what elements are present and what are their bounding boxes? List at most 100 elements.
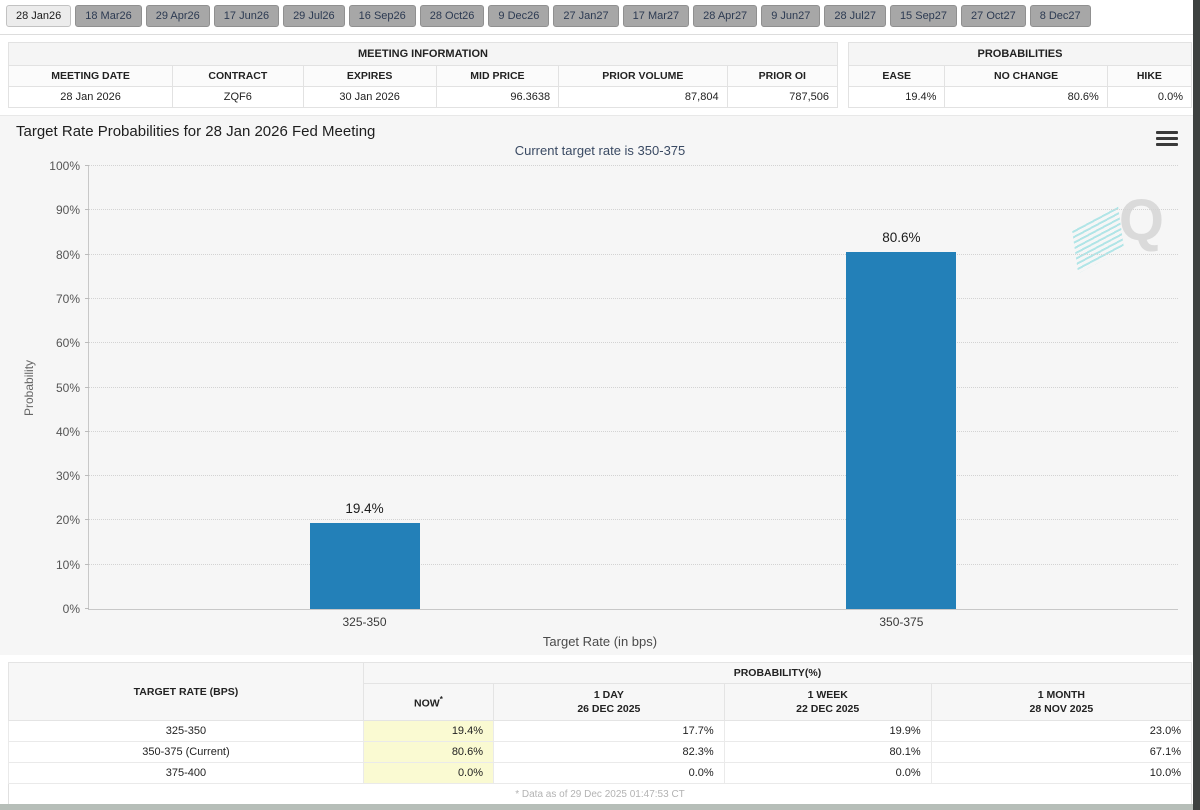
- y-tick-mark: [85, 519, 89, 521]
- meeting-info-value-cell: 87,804: [558, 86, 728, 108]
- watermark-q: Q: [1118, 188, 1164, 253]
- y-tick-mark: [85, 253, 89, 255]
- meeting-info-header-cell: PRIOR VOLUME: [558, 65, 728, 87]
- one-week-probability-cell: 19.9%: [723, 720, 932, 743]
- gridline: [89, 165, 1178, 166]
- meeting-info-value-cell: 28 Jan 2026: [7, 86, 174, 108]
- one-month-probability-cell: 67.1%: [930, 741, 1193, 764]
- y-tick-mark: [85, 563, 89, 565]
- one-day-probability-cell: 0.0%: [493, 762, 725, 785]
- tab-27-jan27[interactable]: 27 Jan27: [553, 5, 619, 27]
- y-tick-mark: [85, 430, 89, 432]
- y-tick-label: 80%: [55, 247, 80, 262]
- tab-9-dec26[interactable]: 9 Dec26: [488, 5, 550, 27]
- table-row: 375-400 0.0% 0.0% 0.0% 10.0%: [8, 762, 1193, 785]
- bar-value-label: 80.6%: [882, 229, 921, 245]
- gridline: [89, 342, 1178, 344]
- chart-subtitle: Current target rate is 350-375: [514, 143, 686, 158]
- now-column-header: NOW*: [362, 682, 495, 722]
- y-tick-label: 10%: [55, 557, 80, 572]
- y-tick-label: 60%: [55, 336, 80, 351]
- bottom-accent-bar: [0, 804, 1200, 810]
- quikstrike-watermark-icon: Q: [1071, 188, 1164, 274]
- y-tick-label: 30%: [55, 469, 80, 484]
- tab-8-dec27[interactable]: 8 Dec27: [1029, 5, 1091, 27]
- meeting-info-header-cell: MEETING DATE: [7, 65, 174, 87]
- meeting-info-header-cell: CONTRACT: [172, 65, 304, 87]
- one-month-column-header: 1 MONTH 28 NOV 2025: [930, 682, 1193, 722]
- plot-area: Q 0% 10% 20% 30% 40% 50% 60% 70% 80% 90% 100% 19.4%…: [49, 159, 1178, 629]
- meeting-info-value-cell: 96.3638: [435, 86, 560, 108]
- one-day-probability-cell: 17.7%: [493, 720, 725, 743]
- tab-15-sep27[interactable]: 15 Sep27: [889, 5, 958, 27]
- one-month-probability-cell: 10.0%: [930, 762, 1193, 785]
- now-probability-cell: 19.4%: [362, 720, 495, 743]
- gridline: [89, 519, 1178, 521]
- tab-29-apr26[interactable]: 29 Apr26: [145, 5, 210, 27]
- y-tick-label: 0%: [62, 602, 80, 616]
- probabilities-title: PROBABILITIES: [848, 42, 1192, 66]
- y-tick-label: 40%: [55, 424, 80, 439]
- table-row: 350-375 (Current) 80.6% 82.3% 80.1% 67.1%: [8, 741, 1193, 764]
- tab-27-oct27[interactable]: 27 Oct27: [961, 5, 1026, 27]
- right-edge-strip: [1193, 0, 1200, 810]
- hamburger-menu-icon[interactable]: [1156, 128, 1178, 149]
- top-tables-row: MEETING INFORMATION MEETING DATE CONTRACT…: [0, 35, 1200, 113]
- y-tick-mark: [85, 297, 89, 299]
- target-rate-cell: 325-350: [8, 720, 364, 743]
- tab-28-jan26[interactable]: 28 Jan26: [6, 5, 72, 27]
- y-tick-mark: [85, 342, 89, 344]
- gridline: [89, 253, 1178, 255]
- gridline: [89, 386, 1178, 388]
- now-probability-cell: 0.0%: [362, 762, 495, 785]
- x-axis-label: Target Rate (in bps): [542, 634, 658, 649]
- one-month-probability-cell: 23.0%: [930, 720, 1193, 743]
- bar-chart: Probability Q 0% 10% 20% 30% 40% 50% 60% 70% 80%…: [22, 159, 1178, 629]
- one-week-column-header: 1 WEEK 22 DEC 2025: [723, 682, 932, 722]
- gridline: [89, 297, 1178, 299]
- one-week-probability-cell: 80.1%: [723, 741, 932, 764]
- y-tick-label: 20%: [55, 513, 80, 528]
- meeting-info-header-cell: EXPIRES: [302, 65, 437, 87]
- probability-header-cell: EASE: [847, 65, 946, 87]
- one-day-column-header: 1 DAY 26 DEC 2025: [493, 682, 725, 722]
- target-rate-column-header: TARGET RATE (BPS): [8, 661, 364, 722]
- probability-history-table: TARGET RATE (BPS) PROBABILITY(%) NOW* 1 …: [8, 661, 1193, 807]
- meeting-information-title: MEETING INFORMATION: [8, 42, 838, 66]
- probability-header-cell: HIKE: [1106, 65, 1193, 87]
- y-axis-label: Probability: [22, 359, 36, 417]
- tab-16-sep26[interactable]: 16 Sep26: [348, 5, 416, 27]
- data-as-of-footnote: * Data as of 29 Dec 2025 01:47:53 CT: [8, 783, 1192, 807]
- meeting-information-table: MEETING INFORMATION MEETING DATE CONTRACT…: [7, 42, 839, 108]
- probability-value-cell: 0.0%: [1106, 86, 1193, 108]
- gridline: [89, 475, 1178, 477]
- tab-28-apr27[interactable]: 28 Apr27: [693, 5, 758, 27]
- table-row: 325-350 19.4% 17.7% 19.9% 23.0%: [8, 720, 1193, 743]
- history-table-section: TARGET RATE (BPS) PROBABILITY(%) NOW* 1 …: [0, 655, 1200, 807]
- x-category-label: 325-350: [342, 615, 387, 629]
- y-tick-label: 50%: [55, 380, 80, 395]
- tab-17-jun26[interactable]: 17 Jun26: [213, 5, 280, 27]
- tab-9-jun27[interactable]: 9 Jun27: [761, 5, 821, 27]
- one-week-probability-cell: 0.0%: [723, 762, 932, 785]
- gridline: [89, 430, 1178, 432]
- bar-350-375: [846, 251, 957, 609]
- tab-28-jul27[interactable]: 28 Jul27: [824, 5, 886, 27]
- watermark-lines: [1071, 204, 1125, 274]
- y-tick-mark: [85, 209, 89, 211]
- gridline: [89, 209, 1178, 211]
- probability-header-cell: NO CHANGE: [944, 65, 1108, 87]
- probability-group-header: PROBABILITY(%): [362, 662, 1193, 684]
- tab-17-mar27[interactable]: 17 Mar27: [622, 5, 690, 27]
- meeting-info-value-cell: 30 Jan 2026: [302, 86, 437, 108]
- y-tick-label: 70%: [55, 291, 80, 306]
- chart-title: Target Rate Probabilities for 28 Jan 202…: [16, 123, 376, 140]
- tab-18-mar26[interactable]: 18 Mar26: [75, 5, 142, 27]
- meeting-info-header-cell: MID PRICE: [435, 65, 560, 87]
- chart-section: Target Rate Probabilities for 28 Jan 202…: [0, 115, 1200, 655]
- tab-28-oct26[interactable]: 28 Oct26: [419, 5, 485, 27]
- x-category-label: 350-375: [879, 615, 924, 629]
- now-probability-cell: 80.6%: [362, 741, 495, 764]
- tab-29-jul26[interactable]: 29 Jul26: [283, 5, 345, 27]
- probability-value-cell: 19.4%: [847, 86, 946, 108]
